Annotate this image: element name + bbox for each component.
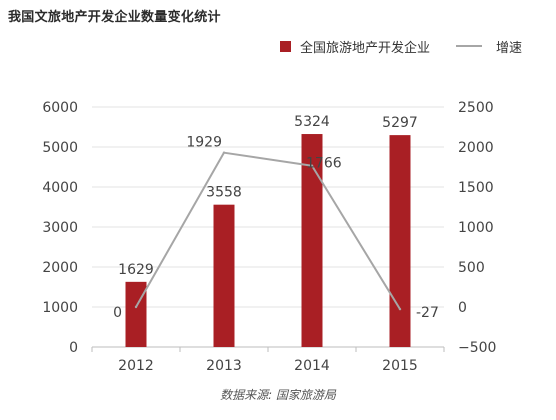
y-right-tick-label: 2000 [458,140,494,156]
line-data-label: 1929 [186,135,222,151]
y-left-tick-label: 5000 [42,140,78,156]
bar [213,204,235,347]
source-note: 数据来源: 国家旅游局 [220,388,336,402]
y-left-tick-label: 1000 [42,300,78,316]
y-right-tick-label: 2500 [458,100,494,116]
bar-data-label: 3558 [206,185,242,201]
y-right-tick-label: 0 [458,300,467,316]
x-tick-label: 2013 [206,358,242,374]
legend-bar-label: 全国旅游地产开发企业 [300,40,431,56]
y-left-tick-label: 2000 [42,260,78,276]
y-left-tick-label: 4000 [42,180,78,196]
growth-point [222,151,226,154]
y-right-tick-label: −500 [458,340,496,356]
legend-line-label: 增速 [496,40,523,56]
bar-data-label: 5324 [294,114,330,130]
y-right-tick-label: 500 [458,260,485,276]
bar-data-label: 5297 [382,115,418,131]
bar [125,281,147,347]
legend-line-swatch [456,45,483,47]
growth-line [135,151,401,310]
bar [389,135,411,347]
y-left-tick-label: 0 [69,340,78,356]
line-data-label: 1766 [306,156,342,172]
growth-point [134,305,138,309]
legend: 全国旅游地产开发企业 增速 [280,37,523,56]
growth-point [398,307,402,311]
growth-point [310,164,314,167]
x-tick-label: 2015 [382,358,418,374]
chart-title: 我国文旅地产开发企业数量变化统计 [8,10,221,25]
y-right-tick-label: 1000 [458,220,494,236]
bar-data-label: 1629 [118,262,154,278]
y-left-tick-label: 6000 [42,100,78,116]
y-left-tick-label: 3000 [42,220,78,236]
line-data-label: 0 [113,305,122,321]
y-right-tick-label: 1500 [458,180,494,196]
line-data-label: -27 [416,305,439,321]
legend-bar-swatch [280,40,291,52]
x-tick-label: 2012 [118,358,154,374]
x-tick-label: 2014 [294,358,330,374]
bar [301,134,323,347]
